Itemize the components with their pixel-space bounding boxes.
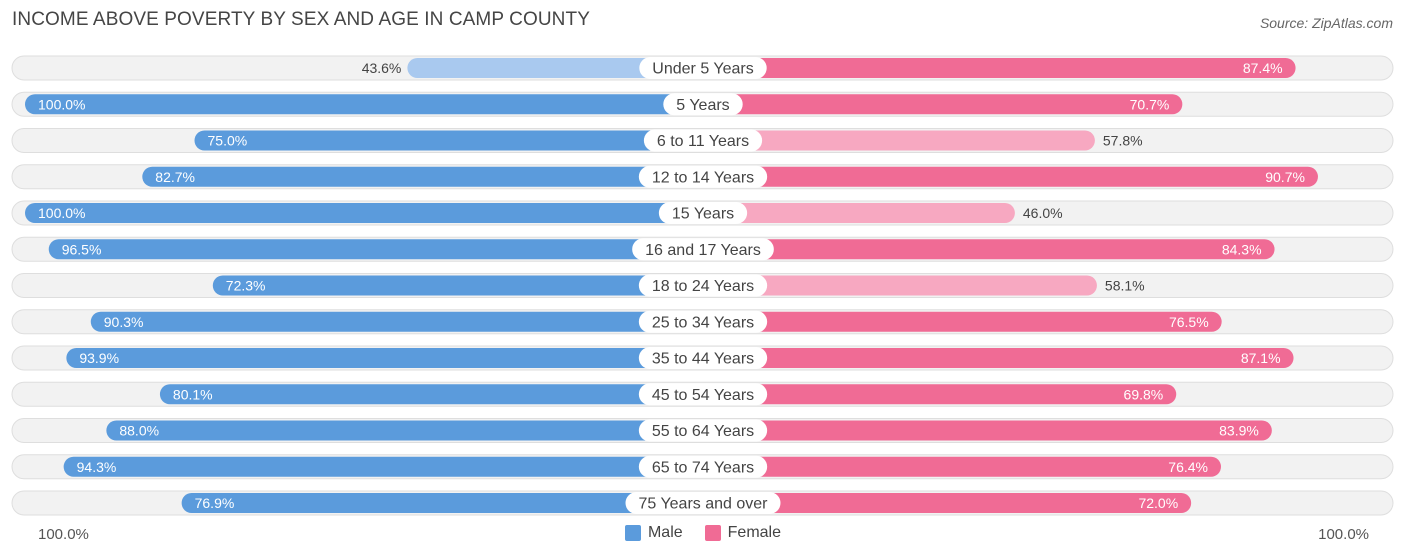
value-label-male: 76.9% bbox=[195, 495, 235, 511]
bar-female bbox=[703, 311, 1222, 332]
value-label-male: 88.0% bbox=[119, 423, 159, 439]
bar-female bbox=[703, 384, 1177, 405]
bar-male bbox=[106, 420, 704, 441]
value-label-female: 57.8% bbox=[1103, 133, 1143, 149]
bar-female bbox=[703, 493, 1192, 513]
bar-female bbox=[703, 348, 1294, 368]
legend-swatch-male bbox=[624, 525, 641, 541]
legend: Male Female bbox=[0, 524, 1406, 542]
category-label: 55 to 64 Years bbox=[652, 423, 754, 440]
category-label-pill bbox=[638, 383, 768, 406]
category-label: 15 Years bbox=[672, 206, 734, 223]
value-label-male: 100.0% bbox=[38, 205, 85, 221]
bar-female bbox=[703, 130, 1095, 151]
category-label: 25 to 34 Years bbox=[652, 314, 754, 331]
legend-item-female[interactable]: Female bbox=[704, 524, 782, 542]
value-label-female: 46.0% bbox=[1023, 205, 1063, 221]
value-label-female: 58.1% bbox=[1105, 278, 1145, 294]
bar-male bbox=[63, 456, 704, 477]
category-label-pill bbox=[625, 492, 781, 514]
bar-male bbox=[25, 203, 703, 223]
value-label-female: 76.4% bbox=[1168, 459, 1208, 475]
category-label-pill bbox=[638, 165, 768, 188]
category-label: 65 to 74 Years bbox=[652, 459, 754, 476]
category-label: 18 to 24 Years bbox=[652, 278, 754, 295]
bar-male bbox=[25, 94, 703, 115]
value-label-male: 100.0% bbox=[38, 96, 85, 112]
source-label: Source: ZipAtlas.com bbox=[1259, 15, 1393, 31]
axis-label-right: 100.0% bbox=[1318, 526, 1369, 543]
bar-female bbox=[703, 94, 1183, 115]
bar-male bbox=[407, 58, 703, 78]
bar-male bbox=[90, 311, 704, 332]
value-label-male: 90.3% bbox=[104, 314, 144, 330]
category-label-pill bbox=[663, 93, 743, 116]
category-label: 45 to 54 Years bbox=[652, 387, 754, 404]
bar-male bbox=[66, 348, 703, 368]
legend-label-female: Female bbox=[727, 524, 782, 541]
bar-male bbox=[181, 493, 704, 513]
category-label-pill bbox=[643, 129, 763, 152]
category-label: 35 to 44 Years bbox=[652, 351, 754, 368]
bar-male bbox=[212, 275, 703, 296]
bar-male bbox=[48, 239, 704, 260]
value-label-female: 87.1% bbox=[1241, 350, 1281, 366]
bar-female bbox=[703, 58, 1296, 78]
bar-female bbox=[703, 166, 1318, 187]
category-label: 5 Years bbox=[676, 97, 729, 114]
category-label-pill bbox=[639, 57, 767, 79]
value-label-female: 69.8% bbox=[1124, 386, 1164, 402]
category-label-pill bbox=[638, 274, 768, 297]
category-label: 16 and 17 Years bbox=[645, 242, 761, 259]
legend-item-male[interactable]: Male bbox=[624, 524, 683, 542]
value-label-male: 75.0% bbox=[208, 133, 248, 149]
bar-male bbox=[142, 166, 703, 187]
value-label-male: 96.5% bbox=[62, 241, 102, 257]
category-label: 75 Years and over bbox=[639, 496, 769, 513]
value-label-female: 70.7% bbox=[1130, 96, 1170, 112]
value-label-male: 80.1% bbox=[173, 386, 213, 402]
bar-female bbox=[703, 456, 1221, 477]
bar-female bbox=[703, 239, 1275, 260]
category-label: 6 to 11 Years bbox=[657, 133, 749, 150]
category-label-pill bbox=[638, 347, 768, 369]
value-label-female: 90.7% bbox=[1265, 169, 1305, 185]
chart-title: INCOME ABOVE POVERTY BY SEX AND AGE IN C… bbox=[12, 9, 590, 30]
category-label-pill bbox=[632, 238, 774, 261]
bar-male bbox=[159, 384, 703, 405]
category-label-pill bbox=[638, 310, 768, 333]
value-label-male: 43.6% bbox=[362, 60, 402, 76]
bar-female bbox=[703, 203, 1015, 223]
bar-female bbox=[703, 275, 1097, 296]
value-label-male: 82.7% bbox=[155, 169, 195, 185]
legend-label-male: Male bbox=[647, 524, 683, 541]
legend-swatch-female bbox=[704, 525, 721, 541]
bar-female bbox=[703, 420, 1272, 441]
value-label-female: 87.4% bbox=[1243, 60, 1283, 76]
category-label-pill bbox=[638, 419, 768, 442]
value-label-male: 72.3% bbox=[226, 278, 266, 294]
bar-male bbox=[194, 130, 703, 151]
diverging-bar-chart: 43.6% 87.4% Under 5 Years 100.0% 70.7% 5 Year… bbox=[11, 55, 1394, 516]
category-label: 12 to 14 Years bbox=[652, 169, 754, 186]
value-label-female: 76.5% bbox=[1169, 314, 1209, 330]
value-label-female: 72.0% bbox=[1138, 495, 1178, 511]
category-label: Under 5 Years bbox=[652, 61, 753, 78]
value-label-female: 84.3% bbox=[1222, 241, 1262, 257]
category-label-pill bbox=[658, 202, 748, 224]
axis-label-left: 100.0% bbox=[38, 526, 89, 543]
value-label-male: 93.9% bbox=[79, 350, 119, 366]
category-label-pill bbox=[638, 455, 768, 478]
value-label-female: 83.9% bbox=[1219, 423, 1259, 439]
value-label-male: 94.3% bbox=[77, 459, 117, 475]
